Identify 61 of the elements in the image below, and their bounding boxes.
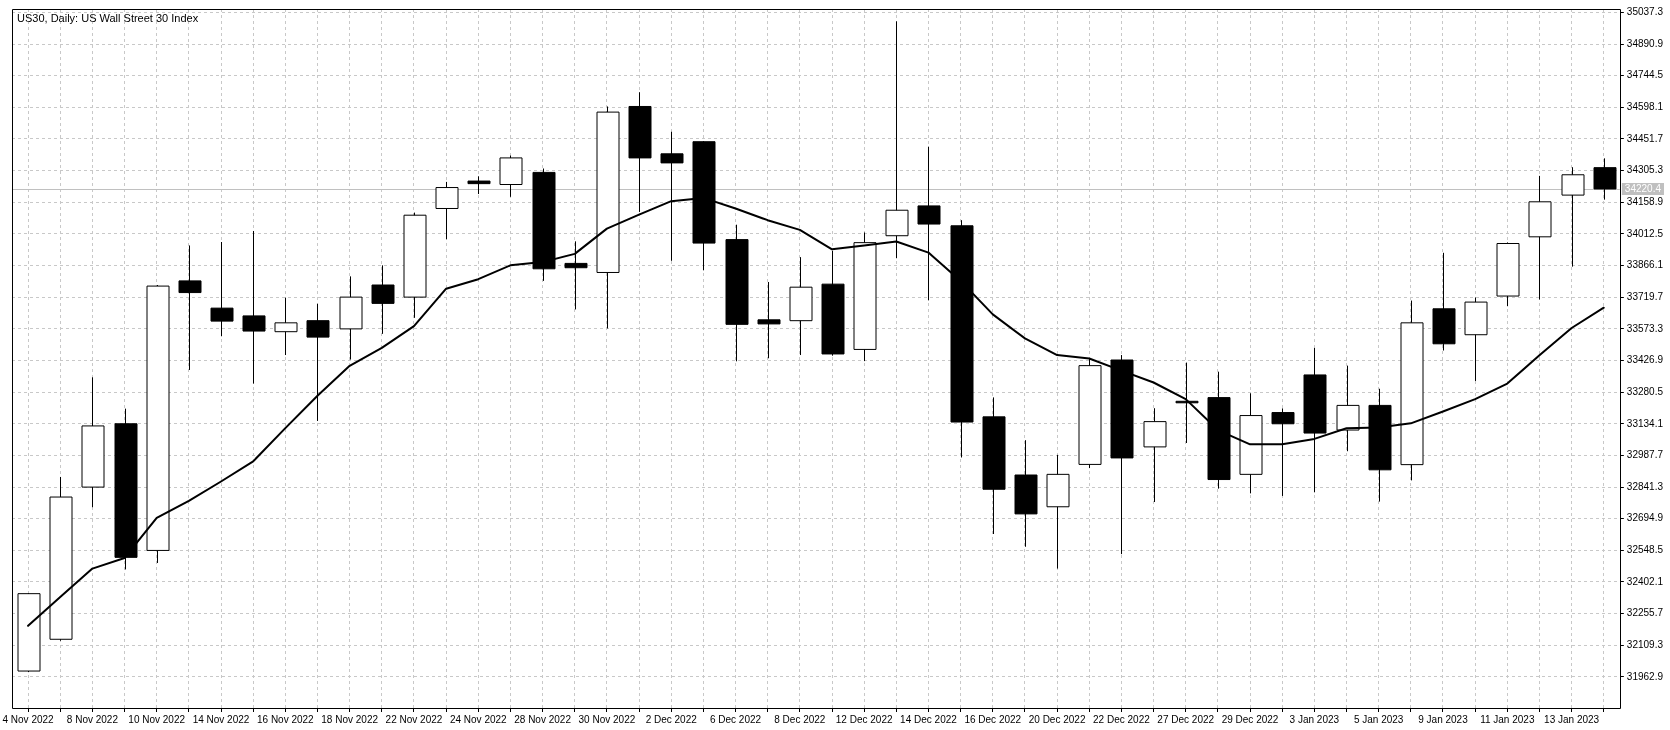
candlestick: [210, 241, 234, 337]
y-tick-label: 34744.5: [1626, 69, 1664, 81]
x-tick-label: 30 Nov 2022: [578, 713, 636, 725]
y-tick-label: 34451.7: [1626, 132, 1664, 144]
y-tick-label: 35037.3: [1626, 6, 1664, 18]
y-tick-label: 33134.1: [1626, 417, 1664, 429]
candlestick: [1593, 157, 1617, 201]
x-tick-label: 29 Dec 2022: [1221, 713, 1279, 725]
x-tick-label: 16 Dec 2022: [964, 713, 1022, 725]
x-tick-label: 8 Dec 2022: [774, 713, 826, 725]
x-tick-label: 22 Nov 2022: [385, 713, 443, 725]
chart-title: US30, Daily: US Wall Street 30 Index: [17, 11, 199, 24]
y-tick-label: 33573.3: [1626, 322, 1664, 334]
x-tick-label: 16 Nov 2022: [256, 713, 315, 725]
x-tick-label: 9 Jan 2023: [1418, 713, 1469, 725]
x-tick-label: 11 Jan 2023: [1480, 713, 1535, 725]
y-tick-label: 32255.7: [1626, 607, 1664, 619]
x-tick-label: 14 Nov 2022: [192, 713, 250, 725]
y-tick-label: 34305.3: [1626, 164, 1664, 176]
x-tick-label: 24 Nov 2022: [449, 713, 508, 725]
y-tick-label: 34890.9: [1626, 37, 1664, 49]
y-tick-label: 33866.1: [1626, 259, 1664, 271]
candlestick: [371, 264, 395, 335]
x-tick-label: 28 Nov 2022: [514, 713, 572, 725]
x-tick-label: 5 Jan 2023: [1353, 713, 1404, 725]
y-tick-label: 31962.9: [1626, 670, 1664, 682]
x-tick-label: 6 Dec 2022: [709, 713, 762, 725]
x-tick-label: 13 Jan 2023: [1544, 713, 1600, 725]
y-tick-label: 33280.5: [1626, 385, 1664, 397]
x-tick-label: 4 Nov 2022: [2, 713, 55, 725]
x-tick-label: 27 Dec 2022: [1157, 713, 1215, 725]
candlestick: [306, 303, 330, 422]
y-tick-label: 32548.5: [1626, 544, 1664, 556]
y-tick-label: 32987.7: [1626, 449, 1664, 461]
candlestick: [757, 281, 781, 359]
y-tick-label: 32402.1: [1626, 575, 1664, 587]
y-tick-label: 33426.9: [1626, 354, 1664, 366]
candlestick: [274, 297, 298, 356]
x-tick-label: 14 Dec 2022: [900, 713, 958, 725]
y-tick-label: 33719.7: [1626, 290, 1664, 302]
y-tick-label: 34158.9: [1626, 196, 1664, 207]
y-tick-label: 34012.5: [1626, 227, 1664, 239]
y-tick-label: 32109.3: [1626, 639, 1664, 650]
x-tick-label: 3 Jan 2023: [1289, 713, 1340, 725]
y-tick-label: 34598.1: [1626, 101, 1664, 113]
ref-line-label: 34220.4: [1624, 183, 1662, 195]
x-tick-label: 18 Nov 2022: [321, 713, 379, 725]
candlestick: [178, 244, 202, 371]
x-tick-label: 2 Dec 2022: [645, 713, 698, 725]
y-tick-label: 32841.3: [1626, 480, 1664, 492]
candlestick: [1561, 166, 1585, 268]
candlestick: [564, 240, 588, 310]
x-tick-label: 20 Dec 2022: [1028, 713, 1086, 725]
candlestick: [242, 230, 266, 385]
candlestick: [435, 181, 459, 240]
candlestick: [1271, 407, 1295, 497]
y-tick-label: 32694.9: [1626, 512, 1664, 524]
x-tick-label: 12 Dec 2022: [835, 713, 893, 725]
x-tick-label: 8 Nov 2022: [66, 713, 119, 725]
x-tick-label: 10 Nov 2022: [128, 713, 186, 725]
x-tick-label: 22 Dec 2022: [1093, 713, 1151, 725]
